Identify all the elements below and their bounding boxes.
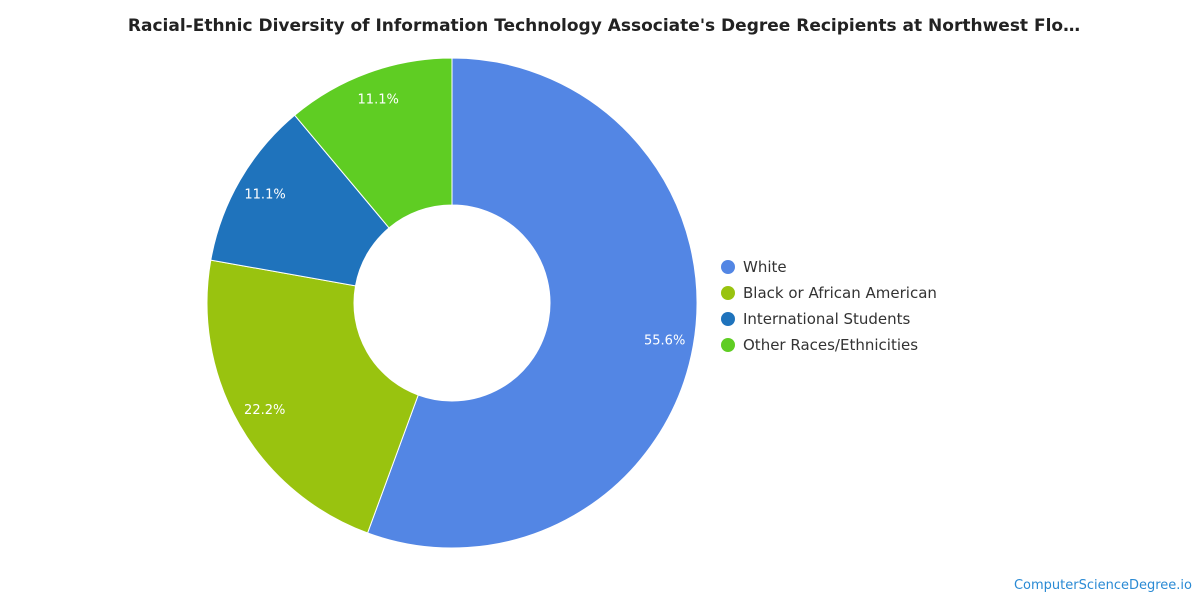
legend-swatch (721, 312, 735, 326)
legend-item[interactable]: Other Races/Ethnicities (721, 332, 937, 358)
slice-value-label: 22.2% (244, 403, 285, 418)
slice-value-label: 11.1% (244, 187, 285, 202)
donut-slice-black-or-african-american[interactable] (206, 259, 419, 534)
chart-title: Racial-Ethnic Diversity of Information T… (127, 16, 1081, 36)
legend-item[interactable]: Black or African American (721, 280, 937, 306)
legend-label: White (743, 258, 787, 276)
donut-slice-other-races-ethnicities[interactable] (293, 57, 453, 229)
legend-item[interactable]: International Students (721, 306, 937, 332)
chart-legend: White Black or African American Internatio… (721, 254, 937, 358)
slice-value-label: 55.6% (644, 333, 685, 348)
legend-swatch (721, 260, 735, 274)
legend-label: Black or African American (743, 284, 937, 302)
donut-slice-international-students[interactable] (210, 114, 390, 287)
slice-value-label: 11.1% (358, 93, 399, 108)
legend-item[interactable]: White (721, 254, 937, 280)
donut-slices (206, 57, 698, 549)
donut-slice-labels: 55.6% 22.2% 11.1% 11.1% (244, 93, 685, 419)
legend-label: International Students (743, 310, 911, 328)
legend-swatch (721, 338, 735, 352)
legend-label: Other Races/Ethnicities (743, 336, 919, 354)
legend-swatch (721, 286, 735, 300)
watermark[interactable]: ComputerScienceDegree.io (1013, 578, 1192, 593)
donut-slice-white[interactable] (366, 57, 698, 549)
